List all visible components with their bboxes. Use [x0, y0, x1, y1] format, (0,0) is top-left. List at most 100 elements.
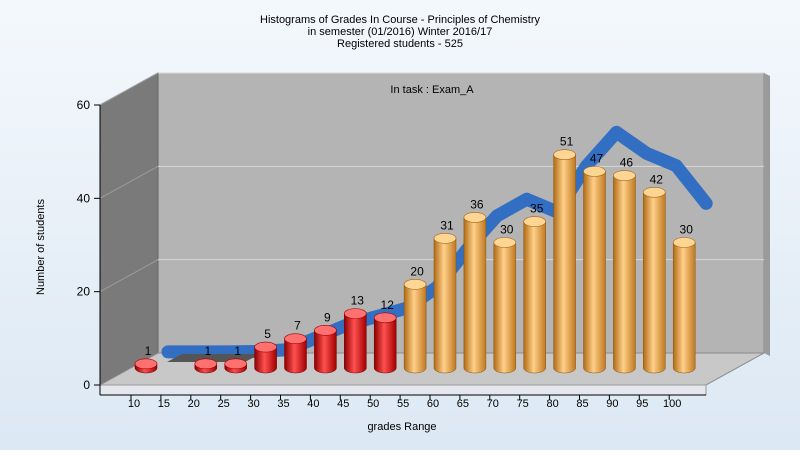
bar-body	[254, 346, 277, 374]
floor-front	[99, 384, 707, 396]
x-tick-label: 70	[487, 398, 499, 410]
bar	[284, 333, 307, 374]
bar-top	[463, 212, 487, 223]
value-label: 51	[560, 135, 574, 149]
y-tick-label: 20	[77, 285, 91, 299]
y-axis-label: Number of students	[35, 199, 47, 295]
bar-top	[254, 341, 277, 353]
bar-body	[433, 238, 457, 374]
bar	[553, 149, 576, 374]
bar	[583, 166, 606, 374]
value-label: 36	[470, 197, 484, 211]
chart-title-line: in semester (01/2016) Winter 2016/17	[308, 26, 493, 38]
bar-body	[403, 284, 427, 374]
bar-top	[194, 358, 218, 370]
y-tick-label: 40	[77, 191, 91, 205]
bar-body	[643, 192, 666, 374]
gridline-side	[99, 259, 159, 293]
x-tick-label: 90	[606, 398, 618, 410]
bar-top	[343, 308, 367, 319]
bar-top	[583, 166, 606, 177]
x-tick-label: 55	[397, 398, 409, 410]
x-tick-label: 100	[663, 398, 681, 410]
x-tick-label: 75	[517, 398, 529, 410]
bar	[613, 170, 636, 374]
bar	[523, 216, 547, 374]
bar	[463, 212, 487, 374]
x-tick-label: 45	[337, 398, 349, 410]
bar-top	[553, 149, 576, 160]
chart-title-line: Registered students - 525	[337, 38, 463, 50]
value-label: 13	[351, 294, 365, 308]
bar	[493, 237, 517, 374]
task-annotation: In task : Exam_A	[390, 84, 474, 96]
value-label: 31	[440, 218, 454, 232]
bar-body	[613, 175, 636, 374]
value-label: 35	[530, 202, 544, 216]
bar-body	[672, 242, 696, 374]
value-label: 5	[264, 327, 271, 341]
bar-body	[583, 171, 606, 374]
value-label: 1	[145, 344, 152, 358]
bar-top	[403, 279, 427, 290]
bar-body	[493, 242, 517, 374]
x-tick-label: 95	[636, 398, 648, 410]
bar-top	[523, 216, 547, 227]
bar	[672, 237, 696, 374]
bar	[224, 358, 247, 374]
gridline-side	[99, 165, 159, 199]
bar	[343, 308, 367, 374]
right-edge	[764, 73, 770, 356]
x-tick-label: 40	[307, 398, 319, 410]
bar-body	[463, 217, 487, 374]
bar-top	[224, 358, 247, 370]
bar-top	[284, 333, 307, 345]
bar-body	[344, 313, 367, 374]
x-tick-label: 25	[218, 398, 230, 410]
bar-body	[284, 338, 307, 374]
x-axis-label: grades Range	[367, 421, 436, 433]
bar	[254, 341, 277, 374]
side-wall	[99, 72, 159, 386]
value-label: 47	[590, 151, 604, 165]
bar	[403, 279, 427, 374]
bar-top	[314, 325, 337, 336]
value-label: 1	[234, 344, 241, 358]
x-tick-label: 10	[128, 398, 140, 410]
bar-top	[613, 170, 636, 181]
bar-top	[433, 233, 457, 244]
x-tick-label: 65	[457, 398, 469, 410]
bar	[373, 312, 397, 374]
bar-body	[523, 221, 546, 374]
x-tick-label: 20	[188, 398, 200, 410]
value-label: 46	[620, 156, 634, 170]
value-label: 1	[204, 344, 211, 358]
x-tick-label: 50	[367, 398, 379, 410]
bar-top	[134, 358, 158, 370]
x-tick-label: 80	[546, 398, 558, 410]
y-tick-label: 60	[77, 98, 91, 112]
bar-top	[373, 312, 397, 324]
bar	[642, 187, 666, 374]
value-label: 42	[650, 172, 664, 186]
bar-body	[373, 317, 397, 374]
bar	[314, 325, 337, 374]
bar-top	[493, 237, 517, 248]
x-tick-label: 60	[427, 398, 439, 410]
value-label: 20	[410, 264, 424, 278]
bar-body	[314, 330, 337, 374]
x-tick-label: 35	[277, 398, 289, 410]
value-label: 30	[680, 223, 694, 237]
value-label: 7	[294, 319, 301, 333]
bar-top	[642, 187, 666, 198]
bar	[433, 233, 457, 374]
chart-title-line: Histograms of Grades In Course - Princip…	[260, 14, 540, 26]
bar-body	[553, 154, 576, 374]
x-tick-label: 85	[576, 398, 588, 410]
value-label: 30	[500, 223, 514, 237]
bar-top	[672, 237, 696, 248]
x-tick-label: 30	[247, 398, 259, 410]
bar	[134, 358, 158, 374]
